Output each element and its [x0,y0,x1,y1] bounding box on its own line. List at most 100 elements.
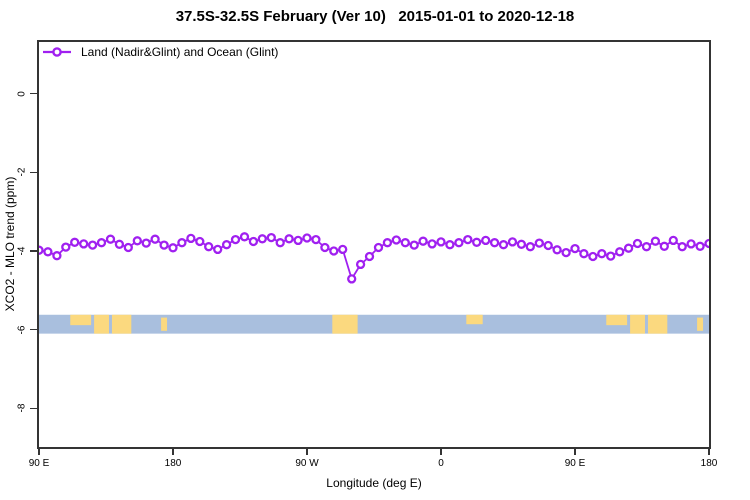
ocean-band [39,314,709,334]
data-point-marker [498,240,509,250]
x-tick-label: 90 E [564,458,586,469]
data-point-marker [186,233,196,244]
land-patch-south-africa [466,314,483,325]
land-patch-australia-west-2 [606,314,628,326]
data-point-marker [436,237,446,247]
land-patch-south-america [332,314,358,334]
x-tick-label: 0 [438,458,444,469]
data-point-marker [507,237,518,247]
legend-marker-icon [52,47,62,57]
y-tick-label: -2 [16,167,28,177]
data-point-marker [373,242,384,253]
data-point-marker [659,241,669,251]
y-tick-mark [30,250,37,252]
data-point-marker [570,243,580,254]
data-point-marker [606,251,616,261]
data-point-marker [43,247,53,257]
data-point-marker [418,236,428,246]
data-point-marker [364,251,375,262]
data-point-marker [61,242,71,252]
data-point-marker [114,239,125,249]
data-point-marker [168,243,178,253]
legend-label: Land (Nadir&Glint) and Ocean (Glint) [81,45,279,59]
data-point-marker [284,234,294,244]
x-axis-title: Longitude (deg E) [326,476,422,490]
x-tick-mark [708,449,710,455]
data-point-marker [552,245,562,255]
y-tick-label: -4 [16,246,28,256]
data-point-marker [650,236,661,246]
data-point-marker [623,243,634,253]
data-point-marker [472,237,482,247]
data-point-marker [668,235,678,246]
y-tick-label: -6 [16,325,28,335]
data-point-marker [338,244,348,255]
data-point-marker [597,249,607,259]
data-point-marker [70,237,80,247]
land-patch-australia-east [111,314,132,334]
data-point-marker [686,239,696,249]
data-point-marker [400,238,410,248]
data-point-marker [52,251,62,261]
data-point-marker [87,240,98,250]
data-point-marker [230,234,241,245]
y-tick-label: 0 [16,90,28,97]
data-point-marker [275,238,285,248]
land-patch-new-zealand [161,317,168,331]
data-point-marker [159,240,169,250]
x-tick-mark [574,449,576,455]
data-point-marker [311,234,321,245]
trend-line [39,235,709,282]
data-point-marker [534,238,544,248]
data-point-marker [382,238,393,248]
data-point-marker [132,236,142,246]
data-point-marker [329,246,339,256]
data-point-marker [266,232,276,243]
data-point-marker [695,241,705,251]
data-point-marker [454,238,464,248]
land-patch-australia-central [94,314,109,334]
data-point-marker [293,235,303,246]
data-point-marker [257,234,267,244]
data-point-marker [704,238,709,249]
data-point-marker [141,238,151,248]
data-point-marker [677,242,687,252]
legend-sample-icon [43,47,71,57]
y-tick-mark [30,407,37,410]
y-tick-label: -8 [16,403,28,413]
data-point-marker [489,238,500,248]
y-axis-title: XCO2 - MLO trend (ppm) [3,176,17,312]
land-patch-new-zealand-2 [697,317,704,331]
data-point-marker [543,240,553,251]
data-point-marker [213,244,223,255]
land-patch-australia-west [70,314,92,326]
plot-area [37,40,711,449]
data-point-marker [588,251,598,262]
data-point-marker [641,242,652,252]
land-patch-australia-central-2 [630,314,645,334]
x-tick-mark [38,449,40,455]
y-tick-mark [30,92,37,95]
data-point-marker [516,239,527,249]
data-point-marker [463,234,473,245]
data-point-marker [561,247,571,258]
data-point-marker [525,242,535,252]
x-tick-label: 90 E [28,458,50,469]
land-patch-australia-east-2 [647,314,668,334]
x-tick-mark [440,449,442,455]
data-point-marker [347,274,357,284]
data-point-marker [96,238,107,248]
chart-title: 37.5S-32.5S February (Ver 10) 2015-01-01… [175,8,575,25]
data-point-marker [445,240,455,250]
x-tick-label: 180 [700,458,718,469]
data-point-marker [248,236,259,247]
data-point-marker [221,240,232,250]
data-point-marker [195,236,205,247]
data-point-marker [177,238,187,248]
data-point-marker [204,242,214,252]
x-tick-label: 90 W [295,458,319,469]
data-point-marker [632,238,643,249]
plot-canvas [39,232,709,334]
data-point-marker [579,249,589,259]
x-tick-mark [172,449,174,455]
